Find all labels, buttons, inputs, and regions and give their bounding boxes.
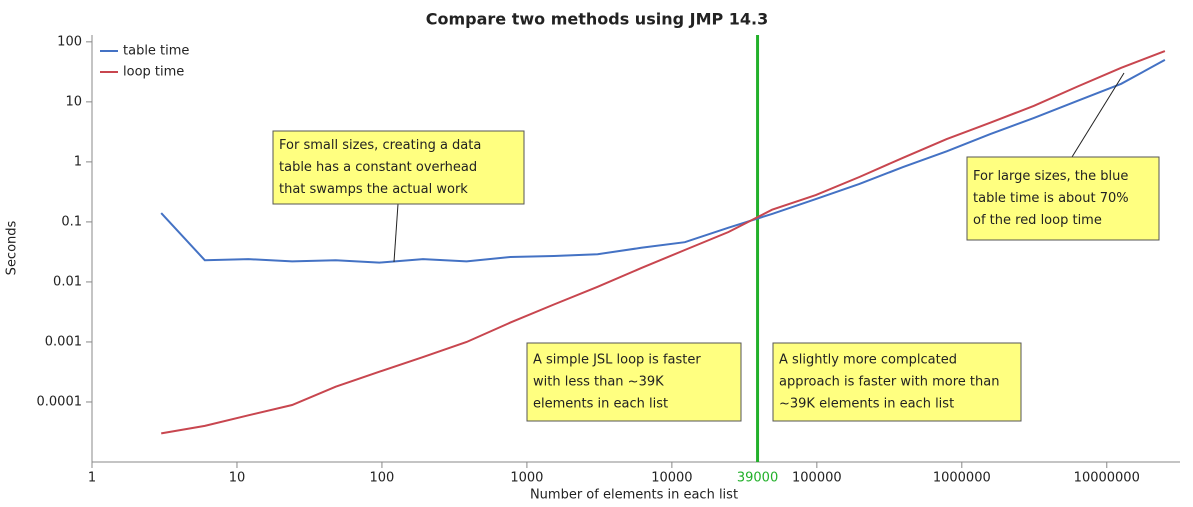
annotation-text: A simple JSL loop is faster	[533, 353, 701, 368]
y-tick-label: 0.001	[45, 334, 82, 349]
x-tick-label: 1	[88, 471, 96, 486]
series-line	[160, 59, 1166, 264]
y-tick-label: 0.0001	[37, 394, 83, 409]
x-tick-label: 10000000	[1074, 471, 1140, 486]
x-tick-label: 100000	[792, 471, 842, 486]
y-tick-label: 0.1	[61, 214, 82, 229]
annotation-text: approach is faster with more than	[779, 375, 999, 390]
y-tick-label: 0.01	[53, 274, 82, 289]
x-tick-label: 10000	[651, 471, 692, 486]
annotation-box	[272, 130, 525, 205]
annotation-text: For small sizes, creating a data	[279, 138, 481, 153]
x-tick-label: 1000	[510, 471, 543, 486]
annotation-text: that swamps the actual work	[279, 182, 468, 197]
legend-label: table time	[123, 44, 189, 59]
annotation-text: A slightly more complcated	[779, 353, 957, 368]
x-tick-label: 100	[370, 471, 395, 486]
y-tick-label: 100	[57, 34, 82, 49]
reference-label: 39000	[737, 471, 778, 486]
annotation-text: with less than ~39K	[533, 375, 664, 390]
annotation-text: elements in each list	[533, 397, 668, 412]
annotation-leader	[1071, 72, 1125, 158]
annotation-leader	[393, 203, 399, 263]
x-tick-label: 1000000	[933, 471, 991, 486]
legend-label: loop time	[123, 65, 184, 80]
y-axis-label: Seconds	[5, 220, 20, 275]
annotation-box	[966, 156, 1160, 241]
series-line	[161, 50, 1166, 435]
chart-title: Compare two methods using JMP 14.3	[426, 10, 769, 29]
x-tick-label: 10	[229, 471, 246, 486]
annotation-box	[526, 342, 742, 422]
annotation-text: For large sizes, the blue	[973, 169, 1128, 184]
x-axis-label: Number of elements in each list	[530, 488, 738, 503]
annotation-text: of the red loop time	[973, 213, 1102, 228]
annotation-text: ~39K elements in each list	[779, 397, 954, 412]
y-tick-label: 10	[65, 94, 82, 109]
y-tick-label: 1	[74, 154, 82, 169]
annotation-text: table time is about 70%	[973, 191, 1129, 206]
annotation-text: table has a constant overhead	[279, 160, 477, 175]
annotation-box	[772, 342, 1022, 422]
